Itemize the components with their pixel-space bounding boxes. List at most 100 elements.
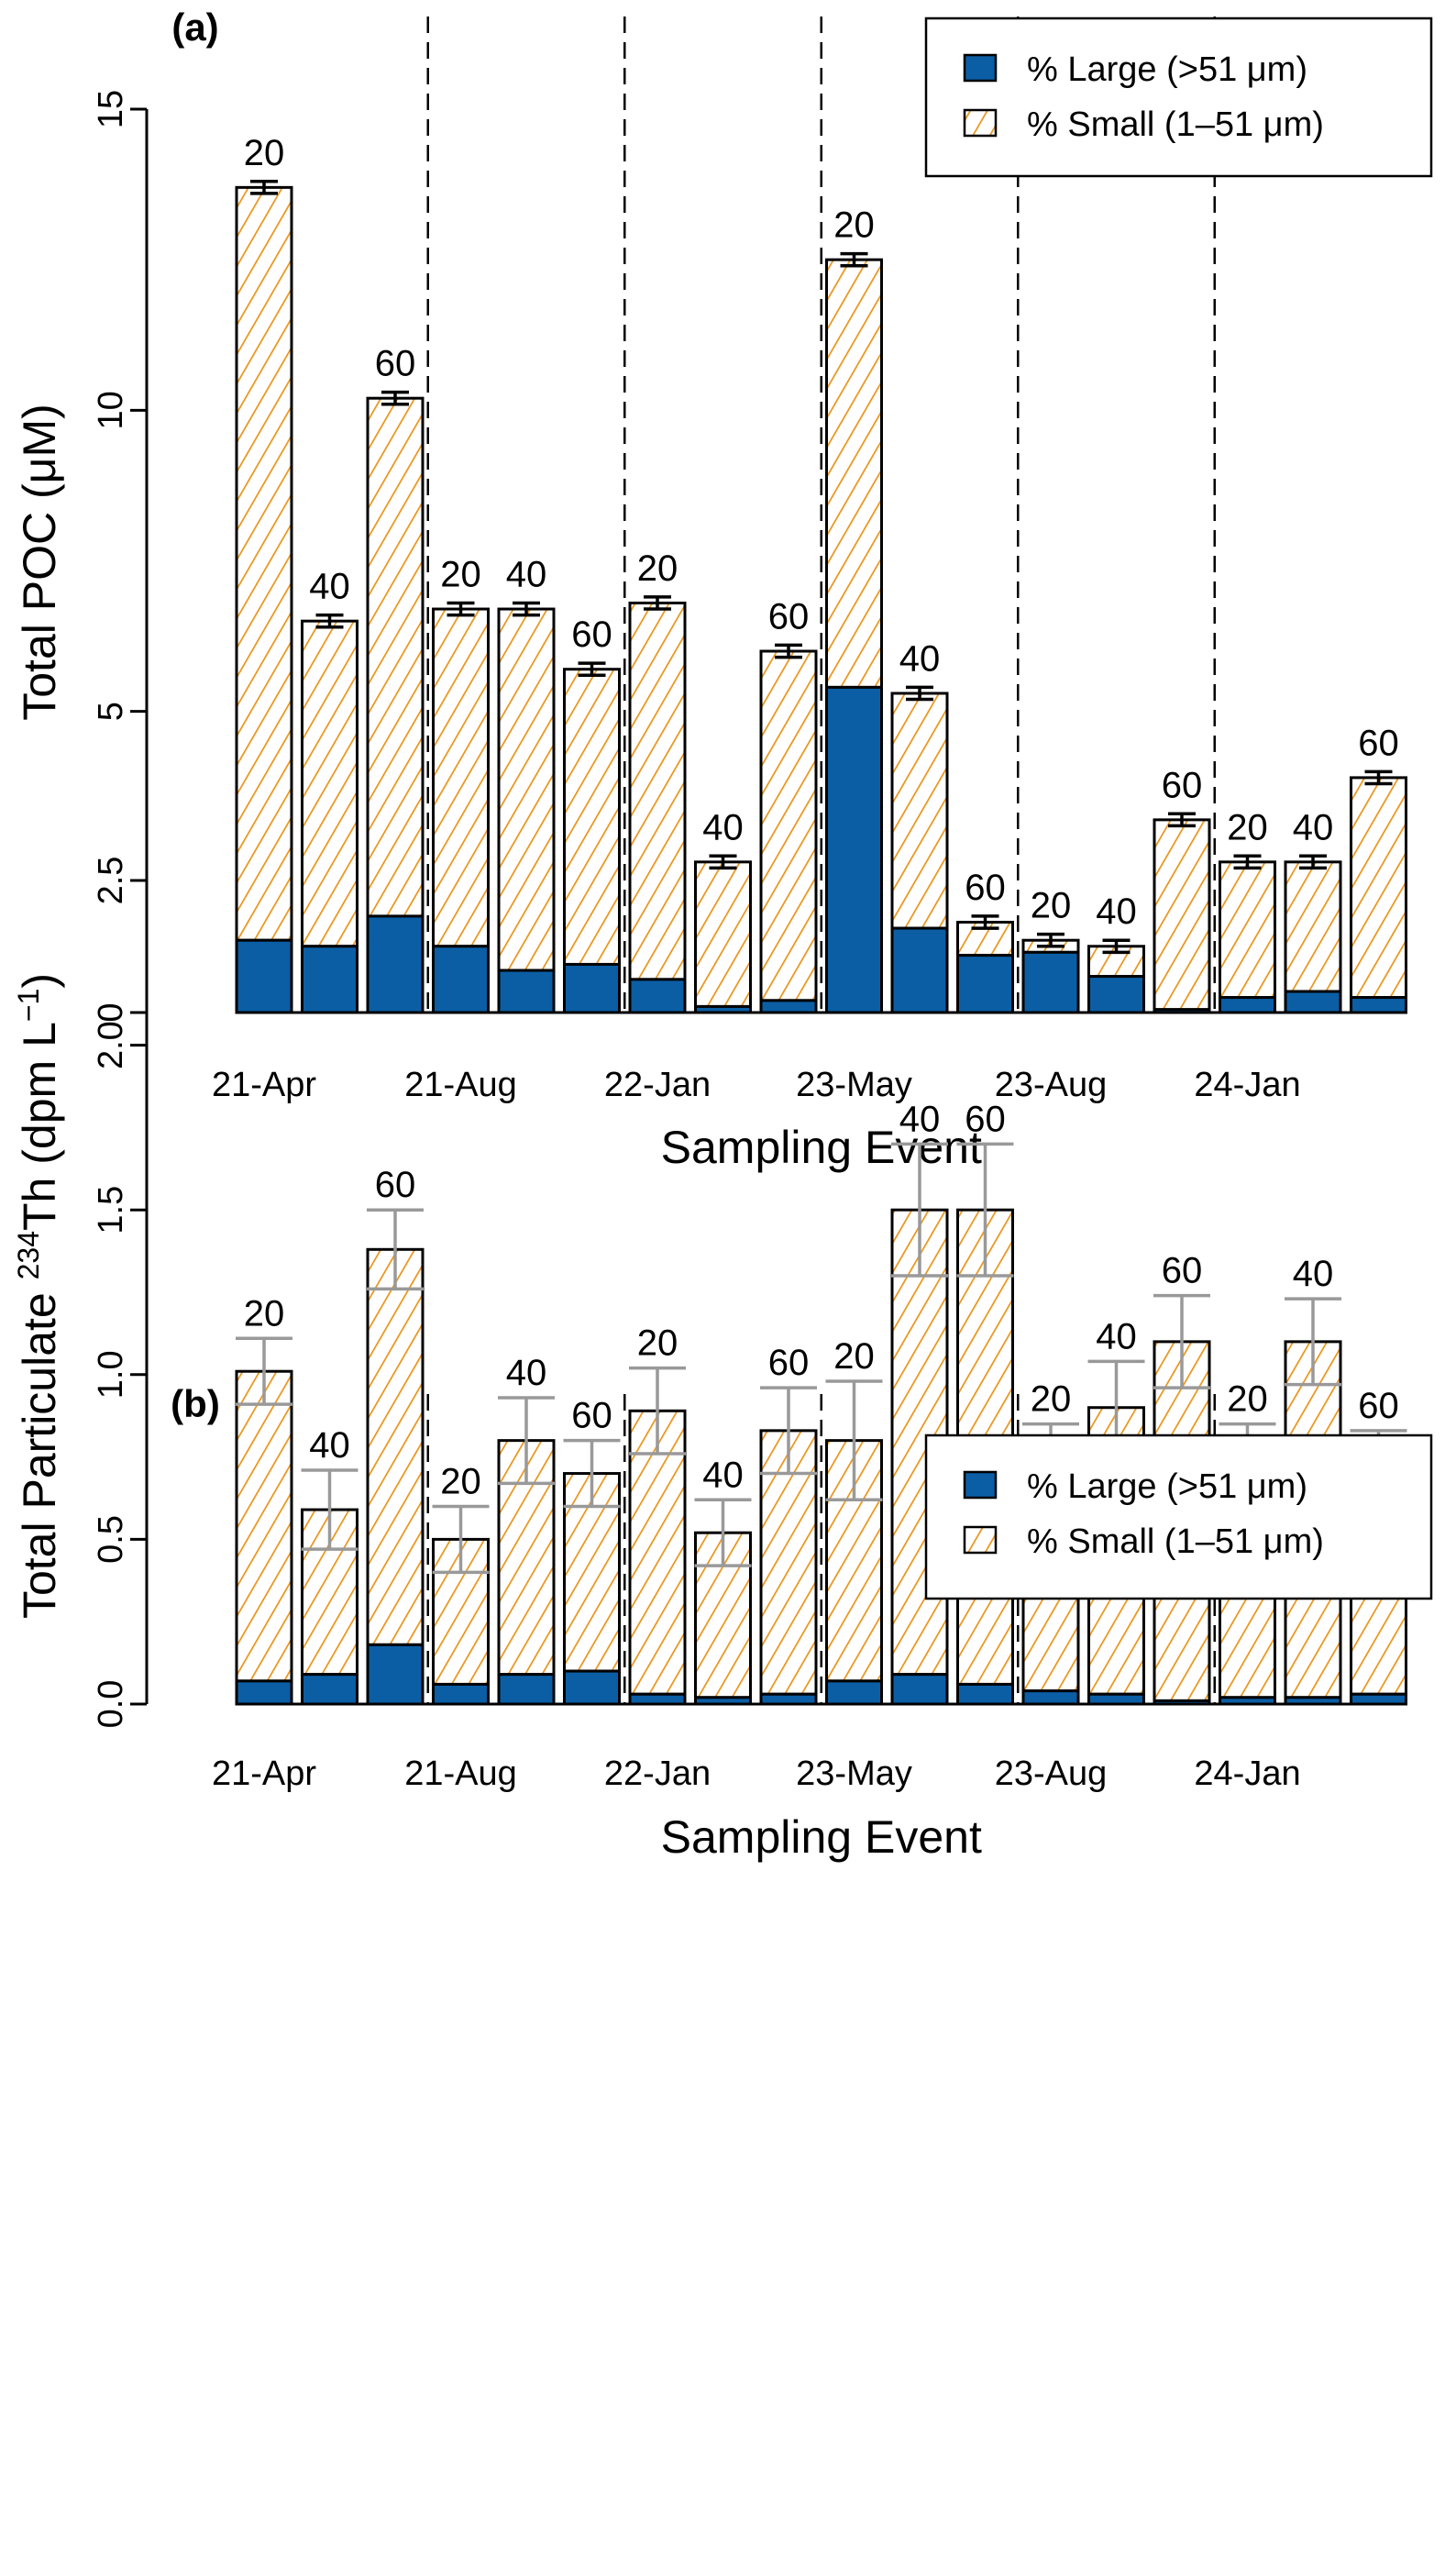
bar-small-fraction [694, 860, 752, 1008]
y-tick-label: 2.0 [92, 1021, 130, 1069]
bar-small-fraction [1153, 818, 1211, 1012]
legend: % Large (>51 μm) % Small (1–51 μm) [924, 17, 1433, 178]
error-bar [578, 661, 606, 678]
bar-large-fraction [628, 978, 687, 1014]
y-axis-title: Total Particulate 234Th (dpm L−1) [12, 973, 65, 1619]
bar-depth-label: 60 [375, 344, 416, 384]
bar-small-fraction [235, 185, 293, 942]
error-bar [825, 1379, 883, 1502]
error-bar [694, 1498, 752, 1567]
panel-b-thorium-chart: 0.0 0.5 1.0 1.5 2.0 2.5 20 40 60 20 40 60 20 40 60 20 40… [12, 857, 1433, 1863]
bar-large-fraction [825, 1679, 883, 1706]
x-axis-title: Sampling Event [661, 1811, 982, 1863]
error-bar [367, 1208, 424, 1291]
x-tick-label: 22-Jan [604, 1754, 711, 1793]
bar-large-fraction [890, 1673, 949, 1706]
x-tick-label: 23-Aug [995, 1066, 1108, 1104]
bar-depth-label: 60 [1162, 765, 1203, 805]
error-bar [498, 1396, 555, 1486]
error-bar [250, 180, 278, 195]
bar-depth-label: 60 [375, 1165, 416, 1205]
bar-depth-label: 60 [571, 1396, 612, 1436]
bar-large-fraction [1021, 950, 1080, 1014]
x-tick-label: 23-Aug [995, 1754, 1108, 1793]
error-bar [563, 1438, 621, 1509]
error-bar [301, 1468, 358, 1551]
bar-large-fraction [563, 962, 621, 1014]
bar-small-fraction [1219, 860, 1276, 1000]
y-tick-label: 1.5 [92, 1186, 130, 1234]
bar-large-fraction [759, 1692, 818, 1706]
bar-large-fraction [628, 1692, 687, 1706]
bar-large-fraction [366, 914, 425, 1014]
bar-depth-label: 20 [1227, 1379, 1268, 1420]
panel-label: (b) [171, 1382, 220, 1425]
error-bar [1364, 769, 1393, 786]
bar-large-fraction [432, 1682, 490, 1706]
y-tick-label: 1.0 [92, 1350, 130, 1399]
legend-label-small: % Small (1–51 μm) [1027, 105, 1324, 144]
bar-depth-label: 60 [965, 1099, 1006, 1139]
bar-large-fraction [759, 999, 818, 1014]
legend-label-large: % Large (>51 μm) [1027, 1467, 1307, 1506]
bar-large-fraction [497, 969, 556, 1014]
error-bar [971, 914, 999, 930]
bar-small-fraction [825, 258, 883, 689]
bar-depth-label: 40 [899, 638, 941, 679]
error-bar [644, 595, 671, 611]
error-bar [891, 1142, 948, 1278]
bar-small-fraction [1350, 776, 1407, 1000]
error-bar [513, 601, 540, 617]
bar-depth-label: 20 [440, 1461, 481, 1501]
bar-depth-label: 40 [1096, 1316, 1137, 1356]
error-bar [956, 1142, 1014, 1278]
y-tick-label: 15 [92, 90, 130, 128]
bar-large-fraction [235, 1679, 293, 1706]
bar-depth-label: 20 [244, 133, 285, 173]
bar-large-fraction [1021, 1689, 1080, 1706]
bar-small-fraction [890, 692, 949, 930]
error-bar [629, 1366, 686, 1456]
bar-depth-label: 60 [1162, 1251, 1203, 1291]
legend-label-small: % Small (1–51 μm) [1027, 1522, 1324, 1561]
bar-depth-label: 20 [440, 554, 481, 594]
bar-small-fraction [628, 601, 687, 981]
bar-small-fraction [759, 649, 818, 1002]
error-bar [1233, 854, 1262, 870]
bar-depth-label: 20 [244, 1293, 285, 1334]
bar-depth-label: 40 [1293, 807, 1334, 847]
bar-depth-label: 20 [833, 1336, 875, 1377]
bar-depth-label: 20 [637, 548, 678, 589]
x-tick-label: 22-Jan [604, 1066, 711, 1104]
error-bar [760, 1386, 817, 1476]
bar-large-fraction [432, 945, 490, 1014]
y-axis-title: Total POC (μM) [14, 404, 65, 721]
bar-large-fraction [366, 1643, 425, 1706]
bar-depth-label: 40 [899, 1099, 941, 1139]
bar-depth-label: 60 [768, 1343, 810, 1383]
error-bar [1153, 1293, 1210, 1389]
legend-swatch-small [963, 1525, 998, 1555]
bar-depth-label: 60 [768, 596, 810, 636]
bar-small-fraction [366, 396, 425, 918]
x-axis-title: Sampling Event [661, 1122, 982, 1173]
bar-large-fraction [235, 938, 293, 1014]
error-bar [775, 643, 802, 659]
x-tick-label: 23-May [796, 1066, 912, 1104]
bar-large-fraction [890, 926, 949, 1014]
bar-depth-label: 40 [506, 1353, 547, 1393]
error-bar [906, 685, 933, 702]
error-bar [1168, 812, 1196, 828]
y-tick-label: 0 [92, 1002, 130, 1022]
bar-depth-label: 40 [309, 567, 350, 607]
bar-depth-label: 20 [1031, 1379, 1072, 1420]
x-tick-label: 24-Jan [1194, 1754, 1300, 1793]
bar-depth-label: 20 [1227, 807, 1268, 847]
x-tick-label: 24-Jan [1194, 1066, 1300, 1104]
error-bar [1285, 1297, 1341, 1387]
x-tick-label: 21-Apr [212, 1066, 316, 1104]
bar-small-fraction [366, 1247, 425, 1646]
legend-label-large: % Large (>51 μm) [1027, 50, 1307, 89]
bar-depth-label: 40 [702, 1455, 744, 1495]
bar-depth-label: 40 [1293, 1254, 1334, 1294]
